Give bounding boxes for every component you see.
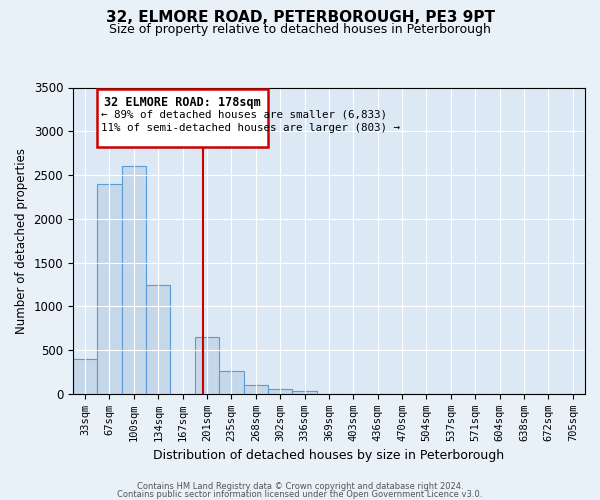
Text: Size of property relative to detached houses in Peterborough: Size of property relative to detached ho… xyxy=(109,22,491,36)
Bar xyxy=(146,284,170,394)
Bar xyxy=(219,371,244,394)
Bar xyxy=(122,166,146,394)
Text: 32, ELMORE ROAD, PETERBOROUGH, PE3 9PT: 32, ELMORE ROAD, PETERBOROUGH, PE3 9PT xyxy=(106,10,494,25)
Bar xyxy=(97,184,122,394)
Text: Contains public sector information licensed under the Open Government Licence v3: Contains public sector information licen… xyxy=(118,490,482,499)
X-axis label: Distribution of detached houses by size in Peterborough: Distribution of detached houses by size … xyxy=(154,450,505,462)
Text: 32 ELMORE ROAD: 178sqm: 32 ELMORE ROAD: 178sqm xyxy=(104,96,261,110)
Y-axis label: Number of detached properties: Number of detached properties xyxy=(15,148,28,334)
Text: Contains HM Land Registry data © Crown copyright and database right 2024.: Contains HM Land Registry data © Crown c… xyxy=(137,482,463,491)
Bar xyxy=(73,359,97,394)
Bar xyxy=(195,337,219,394)
Bar xyxy=(268,389,292,394)
FancyBboxPatch shape xyxy=(97,90,268,147)
Bar xyxy=(292,392,317,394)
Text: ← 89% of detached houses are smaller (6,833): ← 89% of detached houses are smaller (6,… xyxy=(101,110,387,120)
Text: 11% of semi-detached houses are larger (803) →: 11% of semi-detached houses are larger (… xyxy=(101,124,400,134)
Bar xyxy=(244,385,268,394)
